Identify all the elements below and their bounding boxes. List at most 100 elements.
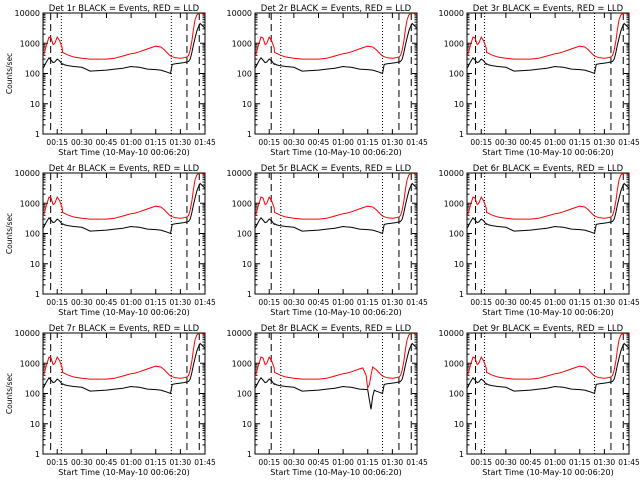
x-tick-label: 01:00: [544, 458, 566, 467]
lld-series-line: [255, 173, 417, 220]
y-tick-label: 1: [35, 450, 40, 459]
x-axis-label: Start Time (10-May-10 00:06:20): [58, 468, 189, 477]
x-tick-label: 00:45: [520, 138, 542, 147]
y-tick-label: 1: [459, 290, 464, 299]
x-tick-label: 01:30: [594, 298, 616, 307]
y-tick-label: 100: [237, 390, 252, 399]
x-tick-label: 00:45: [520, 458, 542, 467]
events-series-line: [43, 22, 205, 75]
x-axis-label: Start Time (10-May-10 00:06:20): [58, 308, 189, 317]
detector-panel: 1 10 100 1000 10000 00:15 00:30 00:45 01:00 01:15…: [5, 324, 216, 477]
x-tick-label: 00:15: [470, 298, 492, 307]
x-tick-label: 00:15: [470, 138, 492, 147]
y-tick-label: 1000: [232, 39, 252, 48]
x-tick-label: 01:00: [120, 298, 142, 307]
x-tick-label: 01:00: [120, 458, 142, 467]
events-series-line: [255, 22, 417, 75]
y-tick-label: 10: [30, 100, 40, 109]
y-tick-label: 100: [449, 70, 464, 79]
panel-title: Det 3r BLACK = Events, RED = LLD: [473, 4, 624, 14]
y-tick-label: 10000: [439, 9, 464, 18]
y-tick-label: 100: [25, 230, 40, 239]
detector-panel: 1 10 100 1000 10000 00:15 00:30 00:45 01:00 01:15…: [439, 164, 640, 317]
x-tick-label: 01:45: [618, 458, 640, 467]
plot-frame: [42, 172, 206, 295]
x-tick-label: 00:45: [520, 298, 542, 307]
x-tick-label: 01:15: [145, 138, 167, 147]
plot-frame: [42, 332, 206, 455]
detector-panel: 1 10 100 1000 10000 00:15 00:30 00:45 01:00 01:15…: [439, 4, 640, 157]
y-tick-label: 10: [454, 420, 464, 429]
x-tick-label: 01:30: [382, 138, 404, 147]
x-tick-label: 01:45: [618, 298, 640, 307]
events-series-line: [467, 182, 629, 235]
x-tick-label: 00:30: [283, 458, 305, 467]
panel-title: Det 4r BLACK = Events, RED = LLD: [49, 164, 200, 174]
y-tick-label: 10000: [227, 329, 252, 338]
y-tick-label: 1000: [444, 199, 464, 208]
x-tick-label: 01:15: [357, 138, 379, 147]
x-tick-label: 01:00: [120, 138, 142, 147]
lld-series-line: [467, 13, 629, 60]
y-tick-label: 1000: [232, 199, 252, 208]
x-tick-label: 00:45: [96, 138, 118, 147]
x-tick-label: 00:45: [308, 298, 330, 307]
y-tick-label: 1: [35, 130, 40, 139]
lld-series-line: [255, 13, 417, 60]
detector-panel: 1 10 100 1000 10000 00:15 00:30 00:45 01:00 01:15…: [227, 164, 428, 317]
events-series-line: [467, 342, 629, 395]
y-tick-label: 1: [459, 450, 464, 459]
y-tick-label: 1000: [20, 39, 40, 48]
panel-title: Det 6r BLACK = Events, RED = LLD: [473, 164, 624, 174]
x-tick-label: 01:30: [170, 458, 192, 467]
events-series-line: [43, 182, 205, 235]
x-tick-label: 00:30: [283, 138, 305, 147]
panel-title: Det 8r BLACK = Events, RED = LLD: [261, 324, 412, 334]
x-tick-label: 00:30: [495, 298, 517, 307]
x-tick-label: 01:45: [618, 138, 640, 147]
y-tick-label: 10: [242, 100, 252, 109]
x-tick-label: 01:45: [194, 298, 216, 307]
x-tick-label: 00:15: [46, 298, 68, 307]
x-tick-label: 00:15: [258, 298, 280, 307]
y-tick-label: 1000: [444, 39, 464, 48]
x-tick-label: 00:30: [71, 458, 93, 467]
x-tick-label: 01:15: [569, 458, 591, 467]
x-tick-label: 00:45: [96, 298, 118, 307]
y-tick-label: 10: [242, 420, 252, 429]
events-series-line: [467, 22, 629, 75]
panel-title: Det 2r BLACK = Events, RED = LLD: [261, 4, 412, 14]
y-tick-label: 10: [30, 260, 40, 269]
x-tick-label: 00:30: [283, 298, 305, 307]
x-tick-label: 01:15: [145, 458, 167, 467]
y-tick-label: 1: [247, 450, 252, 459]
detector-panel: 1 10 100 1000 10000 00:15 00:30 00:45 01:00 01:15…: [5, 164, 216, 317]
y-tick-label: 10000: [15, 329, 40, 338]
x-axis-label: Start Time (10-May-10 00:06:20): [270, 468, 401, 477]
detector-panel: 1 10 100 1000 10000 00:15 00:30 00:45 01:00 01:15…: [5, 4, 216, 157]
x-tick-label: 00:15: [258, 138, 280, 147]
x-axis-label: Start Time (10-May-10 00:06:20): [58, 148, 189, 157]
lld-series-line: [43, 13, 205, 60]
y-tick-label: 1000: [232, 359, 252, 368]
y-tick-label: 10000: [227, 9, 252, 18]
detector-panel: 1 10 100 1000 10000 00:15 00:30 00:45 01:00 01:15…: [439, 324, 640, 477]
x-tick-label: 01:00: [332, 138, 354, 147]
y-tick-label: 1000: [20, 199, 40, 208]
x-tick-label: 01:45: [406, 138, 428, 147]
y-tick-label: 10000: [439, 169, 464, 178]
y-axis-label: Counts/sec: [5, 373, 14, 414]
x-tick-label: 01:30: [382, 458, 404, 467]
plot-frame: [42, 12, 206, 135]
x-tick-label: 00:15: [470, 458, 492, 467]
detector-panel: 1 10 100 1000 10000 00:15 00:30 00:45 01:00 01:15…: [227, 324, 428, 477]
plot-frame: [466, 172, 630, 295]
y-tick-label: 10000: [15, 9, 40, 18]
events-series-line: [255, 342, 417, 410]
x-tick-label: 00:30: [495, 138, 517, 147]
x-tick-label: 01:30: [170, 298, 192, 307]
lld-series-line: [43, 173, 205, 220]
panel-title: Det 5r BLACK = Events, RED = LLD: [261, 164, 412, 174]
